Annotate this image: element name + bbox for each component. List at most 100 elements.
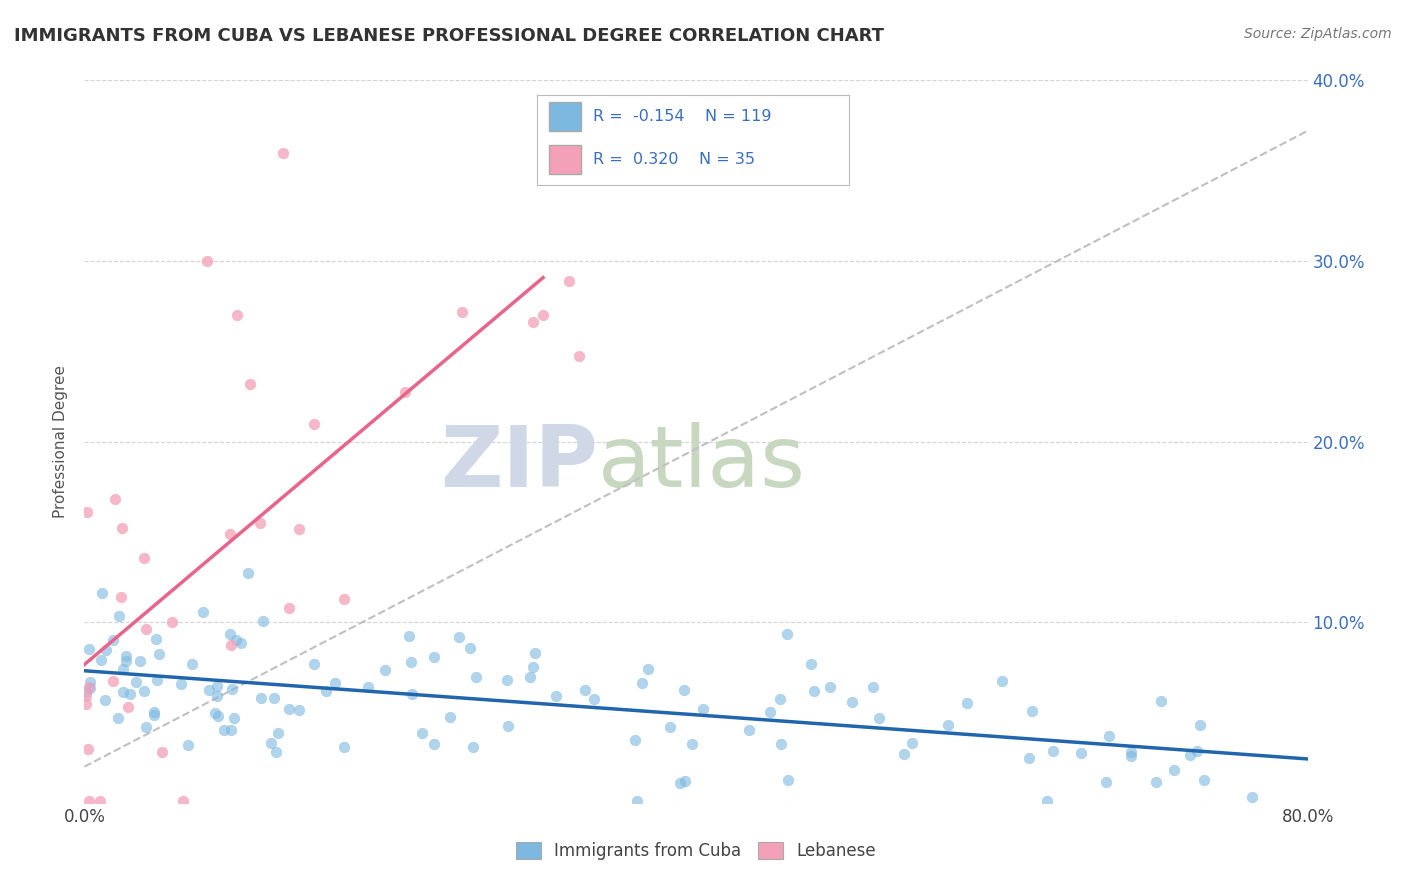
Point [263,691,285,706]
Point [692,702,714,716]
Point [94,693,117,707]
Point [1192,772,1215,787]
Point [1070,746,1092,760]
Point [111,521,134,535]
Point [222,711,245,725]
Point [1144,775,1167,789]
Point [271,145,294,160]
Point [212,723,235,738]
Point [658,720,681,734]
Point [558,274,581,288]
Point [1149,694,1171,708]
Point [332,592,354,607]
Point [803,684,825,698]
Point [79,674,101,689]
Text: Source: ZipAtlas.com: Source: ZipAtlas.com [1244,27,1392,41]
Point [205,679,228,693]
Point [820,681,842,695]
Point [135,720,157,734]
Legend: Immigrants from Cuba, Lebanese: Immigrants from Cuba, Lebanese [509,835,883,867]
Point [278,601,301,615]
Point [302,657,325,672]
Point [104,491,127,506]
Point [522,659,544,673]
Point [411,726,433,740]
Point [219,638,242,652]
Point [79,794,101,808]
Point [250,690,273,705]
Point [229,636,252,650]
Point [111,662,134,676]
Point [125,675,148,690]
Point [111,684,134,698]
Point [191,606,214,620]
Point [135,622,157,636]
Point [150,745,173,759]
Point [288,703,311,717]
Point [76,741,98,756]
Point [103,632,125,647]
Point [226,308,249,322]
Text: atlas: atlas [598,422,806,505]
Point [524,646,547,660]
Point [302,417,325,432]
Point [172,794,194,808]
Point [249,516,271,531]
Point [868,711,890,725]
Point [170,677,193,691]
Point [936,717,959,731]
Point [115,654,138,668]
Point [110,591,132,605]
Point [75,698,97,712]
Point [1185,743,1208,757]
Point [449,630,471,644]
Point [672,683,695,698]
Point [1119,749,1142,764]
Point [465,670,488,684]
Point [1036,794,1059,808]
Point [162,615,184,629]
Point [1094,775,1116,789]
Point [1163,764,1185,778]
Point [252,615,274,629]
Point [89,794,111,808]
Point [673,773,696,788]
Point [841,695,863,709]
Point [544,689,567,703]
Point [146,673,169,688]
Point [495,673,517,688]
Point [207,708,229,723]
Point [76,505,98,519]
Point [374,663,396,677]
Point [107,711,129,725]
Point [219,723,242,737]
Point [260,736,283,750]
Point [568,349,591,363]
Point [207,689,229,703]
Point [77,680,100,694]
Point [759,705,782,719]
Point [142,708,165,723]
Point [1098,729,1121,743]
Point [181,657,204,672]
Point [132,683,155,698]
Point [204,706,226,720]
Point [225,633,247,648]
Point [569,171,592,186]
Point [177,738,200,752]
Point [862,680,884,694]
Point [114,648,136,663]
Point [1241,789,1264,804]
Point [267,726,290,740]
Point [1018,751,1040,765]
Point [498,718,520,732]
Point [893,747,915,761]
Point [463,740,485,755]
Point [399,655,422,669]
Point [522,315,544,329]
Point [218,527,240,541]
Point [626,794,648,808]
Point [264,745,287,759]
Point [120,687,142,701]
Point [91,586,114,600]
